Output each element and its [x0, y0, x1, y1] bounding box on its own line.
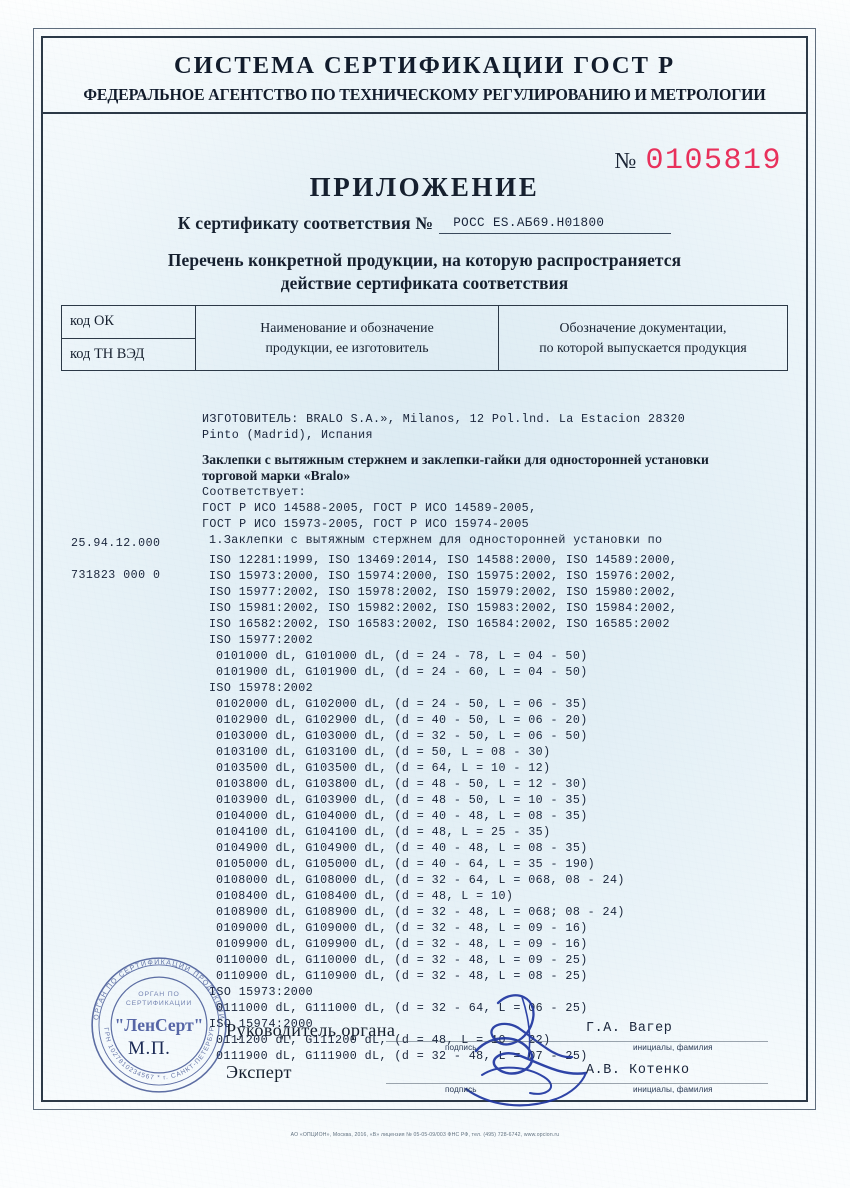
product-item: 0103100 dL, G103100 dL, (d = 50, L = 08 …: [216, 745, 551, 759]
product-item: 0104100 dL, G104100 dL, (d = 48, L = 25 …: [216, 825, 551, 839]
code-tnved-value: 731823 000 0: [71, 568, 161, 582]
header-doc-line-2: по которой выпускается продукция: [539, 340, 747, 355]
product-table-header: код ОК код ТН ВЭД Наименование и обознач…: [61, 305, 788, 371]
signature-caption-fio: инициалы, фамилия: [633, 1043, 713, 1052]
system-title: СИСТЕМА СЕРТИФИКАЦИИ ГОСТ Р: [173, 52, 676, 79]
signature-role-head: Руководитель органа: [226, 1020, 396, 1040]
product-item: 0103500 dL, G103500 dL, (d = 64, L = 10 …: [216, 761, 551, 775]
group-standard: ISO 15977:2002: [209, 633, 314, 647]
product-item: 0109000 dL, G109000 dL, (d = 32 - 48, L …: [216, 921, 588, 935]
signature-name-head: Г.А. Вагер: [586, 1021, 673, 1036]
manufacturer-line-2: Pinto (Madrid), Испания: [202, 428, 373, 442]
signature-row-head: Руководитель органа подпись Г.А. Вагер и…: [41, 1020, 808, 1056]
product-item: 0111000 dL, G111000 dL, (d = 32 - 64, L …: [216, 1001, 588, 1015]
product-group: ISO 15973:2000 0111000 dL, G111000 dL, (…: [202, 984, 802, 1016]
inner-frame: [41, 36, 808, 1102]
product-item: 0103000 dL, G103000 dL, (d = 32 - 50, L …: [216, 729, 588, 743]
iso-line: ISO 12281:1999, ISO 13469:2014, ISO 1458…: [209, 553, 678, 567]
product-item: 0101900 dL, G101900 dL, (d = 24 - 60, L …: [216, 665, 588, 679]
page-title: ПРИЛОЖЕНИЕ: [309, 172, 540, 202]
product-item: 0103800 dL, G103800 dL, (d = 48 - 50, L …: [216, 777, 588, 791]
gost-line-1: ГОСТ Р ИСО 14588-2005, ГОСТ Р ИСО 14589-…: [202, 501, 537, 515]
product-item: 0103900 dL, G103900 dL, (d = 48 - 50, L …: [216, 793, 588, 807]
signature-rule: [386, 1083, 768, 1084]
manufacturer-line-1: ИЗГОТОВИТЕЛЬ: BRALO S.A.», Milanos, 12 P…: [202, 412, 686, 426]
stamp-mp-label: М.П.: [128, 1038, 171, 1059]
product-item: 0109900 dL, G109900 dL, (d = 32 - 48, L …: [216, 937, 588, 951]
gost-line-2: ГОСТ Р ИСО 15973-2005, ГОСТ Р ИСО 15974-…: [202, 517, 530, 531]
certificate-number: РОСС ES.АБ69.Н01800: [453, 216, 605, 230]
spacer: [202, 443, 802, 452]
subtitle-line-1: Перечень конкретной продукции, на котору…: [167, 250, 682, 270]
code-values: 25.94.12.000 731823 000 0: [71, 538, 161, 581]
signature-caption-podpis: подпись: [445, 1043, 477, 1052]
product-item: 0108900 dL, G108900 dL, (d = 32 - 48, L …: [216, 905, 625, 919]
product-group: ISO 15977:2002 0101000 dL, G101000 dL, (…: [202, 632, 802, 680]
header-product-line-1: Наименование и обозначение: [260, 320, 434, 336]
svg-text:СЕРТИФИКАЦИИ: СЕРТИФИКАЦИИ: [126, 1000, 192, 1007]
certificate-label: К сертификату соответствия №: [177, 213, 434, 233]
iso-standards-block: ISO 12281:1999, ISO 13469:2014, ISO 1458…: [202, 552, 802, 632]
product-item: 0101000 dL, G101000 dL, (d = 24 - 78, L …: [216, 649, 588, 663]
section-1-heading: 1.Заклепки с вытяжным стержнем для однос…: [209, 533, 663, 547]
iso-line: ISO 15973:2000, ISO 15974:2000, ISO 1597…: [209, 569, 678, 583]
product-description-block: ИЗГОТОВИТЕЛЬ: BRALO S.A.», Milanos, 12 P…: [202, 411, 802, 1064]
product-name-line-1: Заклепки с вытяжным стержнем и заклепки-…: [202, 452, 709, 467]
subtitle: Перечень конкретной продукции, на котору…: [41, 249, 808, 295]
header-doc-line-1: Обозначение документации,: [559, 320, 727, 336]
product-item: 0104900 dL, G104900 dL, (d = 40 - 48, L …: [216, 841, 588, 855]
product-item: 0102900 dL, G102900 dL, (d = 40 - 50, L …: [216, 713, 588, 727]
subtitle-line-2: действие сертификата соответствия: [280, 272, 569, 293]
certificate-reference: К сертификату соответствия № РОСС ES.АБ6…: [41, 212, 808, 234]
table-column-product: Наименование и обозначение продукции, ее…: [196, 306, 499, 370]
header-kod-ok: код ОК: [62, 306, 195, 339]
group-standard: ISO 15978:2002: [209, 681, 314, 695]
iso-line: ISO 16582:2002, ISO 16583:2002, ISO 1658…: [209, 617, 670, 631]
number-value: 0105819: [645, 144, 782, 178]
iso-line: ISO 15981:2002, ISO 15982:2002, ISO 1598…: [209, 601, 678, 615]
outer-frame: [33, 28, 816, 1110]
code-ok-value: 25.94.12.000: [71, 537, 161, 550]
product-item: 0105000 dL, G105000 dL, (d = 40 - 64, L …: [216, 857, 596, 871]
product-item: 0102000 dL, G102000 dL, (d = 24 - 50, L …: [216, 697, 588, 711]
signature-caption-fio: инициалы, фамилия: [633, 1085, 713, 1094]
number-symbol: №: [614, 148, 637, 173]
certificate-value-field: РОСС ES.АБ69.Н01800: [439, 212, 672, 234]
conforms-label: Соответствует:: [202, 485, 307, 499]
signature-role-expert: Эксперт: [226, 1062, 292, 1082]
certificate-content: СИСТЕМА СЕРТИФИКАЦИИ ГОСТ Р ФЕДЕРАЛЬНОЕ …: [41, 36, 808, 1107]
signature-row-expert: Эксперт подпись А.В. Котенко инициалы, ф…: [41, 1062, 808, 1098]
product-item: 0108400 dL, G108400 dL, (d = 48, L = 10): [216, 889, 514, 903]
group-standard: ISO 15973:2000: [209, 985, 314, 999]
svg-text:ОРГАН ПО: ОРГАН ПО: [138, 991, 179, 998]
document-number: № 0105819: [615, 144, 782, 178]
product-item: 0110000 dL, G110000 dL, (d = 32 - 48, L …: [216, 953, 588, 967]
agency-title: ФЕДЕРАЛЬНОЕ АГЕНТСТВО ПО ТЕХНИЧЕСКОМУ РЕ…: [83, 84, 766, 104]
product-group: ISO 15978:2002 0102000 dL, G102000 dL, (…: [202, 680, 802, 984]
product-name-line-2: торговой марки «Bralo»: [202, 468, 351, 483]
product-item: 0110900 dL, G110900 dL, (d = 32 - 48, L …: [216, 969, 588, 983]
iso-line: ISO 15977:2002, ISO 15978:2002, ISO 1597…: [209, 585, 678, 599]
table-column-codes: код ОК код ТН ВЭД: [62, 306, 196, 370]
table-column-documentation: Обозначение документации, по которой вып…: [499, 306, 787, 370]
product-item: 0108000 dL, G108000 dL, (d = 32 - 64, L …: [216, 873, 625, 887]
header-kod-tnved: код ТН ВЭД: [70, 345, 145, 362]
signature-name-expert: А.В. Котенко: [586, 1063, 690, 1078]
printer-footer: АО «ОПЦИОН», Москва, 2016, «В» лицензия …: [290, 1131, 560, 1139]
header-product-line-2: продукции, ее изготовитель: [265, 340, 429, 355]
product-item: 0104000 dL, G104000 dL, (d = 40 - 48, L …: [216, 809, 588, 823]
signature-caption-podpis: подпись: [445, 1085, 477, 1094]
signature-rule: [386, 1041, 768, 1042]
masthead: СИСТЕМА СЕРТИФИКАЦИИ ГОСТ Р ФЕДЕРАЛЬНОЕ …: [41, 36, 808, 114]
